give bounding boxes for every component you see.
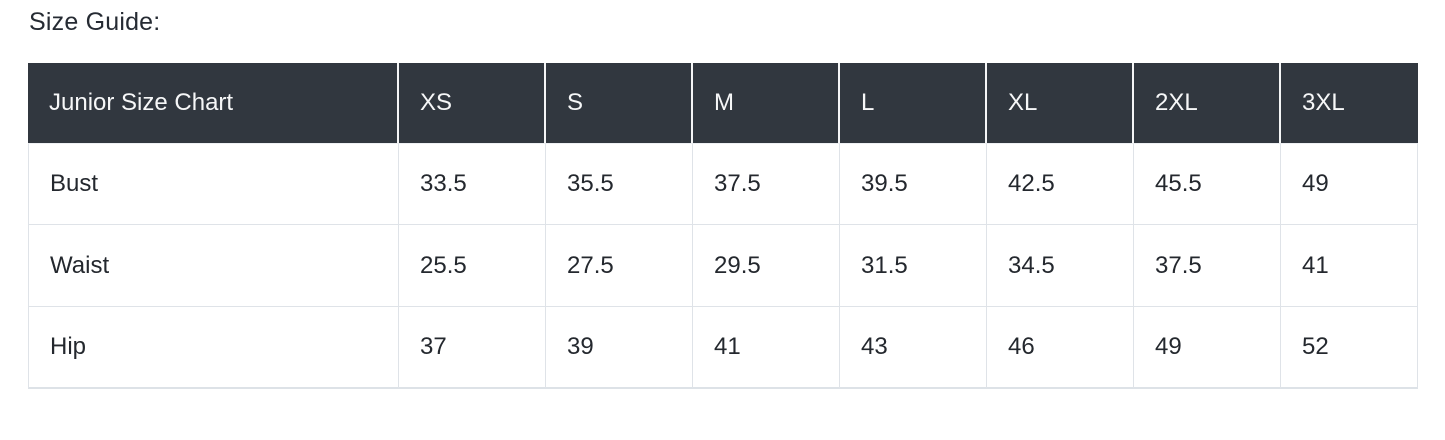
measurement-value: 52 xyxy=(1281,307,1418,389)
size-column-header-m: M xyxy=(693,63,840,143)
measurement-value: 45.5 xyxy=(1134,143,1281,225)
measurement-value: 41 xyxy=(693,307,840,389)
measurement-value: 41 xyxy=(1281,225,1418,307)
size-column-header-l: L xyxy=(840,63,987,143)
table-row-bust: Bust 33.5 35.5 37.5 39.5 42.5 45.5 49 xyxy=(28,143,1418,225)
measurement-value: 49 xyxy=(1281,143,1418,225)
measurement-value: 25.5 xyxy=(399,225,546,307)
measurement-value: 49 xyxy=(1134,307,1281,389)
size-table-title-cell: Junior Size Chart xyxy=(28,63,399,143)
measurement-value: 27.5 xyxy=(546,225,693,307)
measurement-value: 29.5 xyxy=(693,225,840,307)
size-column-header-s: S xyxy=(546,63,693,143)
measurement-value: 37.5 xyxy=(1134,225,1281,307)
size-column-header-xl: XL xyxy=(987,63,1134,143)
size-table-header: Junior Size Chart XS S M L XL 2XL 3XL xyxy=(28,63,1418,143)
measurement-value: 37.5 xyxy=(693,143,840,225)
measurement-value: 43 xyxy=(840,307,987,389)
size-column-header-3xl: 3XL xyxy=(1281,63,1418,143)
size-column-header-2xl: 2XL xyxy=(1134,63,1281,143)
measurement-value: 31.5 xyxy=(840,225,987,307)
table-row-hip: Hip 37 39 41 43 46 49 52 xyxy=(28,307,1418,389)
measurement-value: 37 xyxy=(399,307,546,389)
size-guide-title: Size Guide: xyxy=(29,8,161,36)
measurement-label: Bust xyxy=(28,143,399,225)
measurement-value: 35.5 xyxy=(546,143,693,225)
junior-size-chart-table: Junior Size Chart XS S M L XL 2XL 3XL Bust 33.5 3… xyxy=(28,63,1418,389)
measurement-label: Waist xyxy=(28,225,399,307)
measurement-value: 42.5 xyxy=(987,143,1134,225)
measurement-value: 39.5 xyxy=(840,143,987,225)
size-table-body: Bust 33.5 35.5 37.5 39.5 42.5 45.5 49 Waist 25.5 2… xyxy=(28,143,1418,389)
measurement-value: 33.5 xyxy=(399,143,546,225)
measurement-value: 46 xyxy=(987,307,1134,389)
measurement-value: 34.5 xyxy=(987,225,1134,307)
size-table-header-row: Junior Size Chart XS S M L XL 2XL 3XL xyxy=(28,63,1418,143)
size-column-header-xs: XS xyxy=(399,63,546,143)
measurement-value: 39 xyxy=(546,307,693,389)
table-row-waist: Waist 25.5 27.5 29.5 31.5 34.5 37.5 41 xyxy=(28,225,1418,307)
measurement-label: Hip xyxy=(28,307,399,389)
